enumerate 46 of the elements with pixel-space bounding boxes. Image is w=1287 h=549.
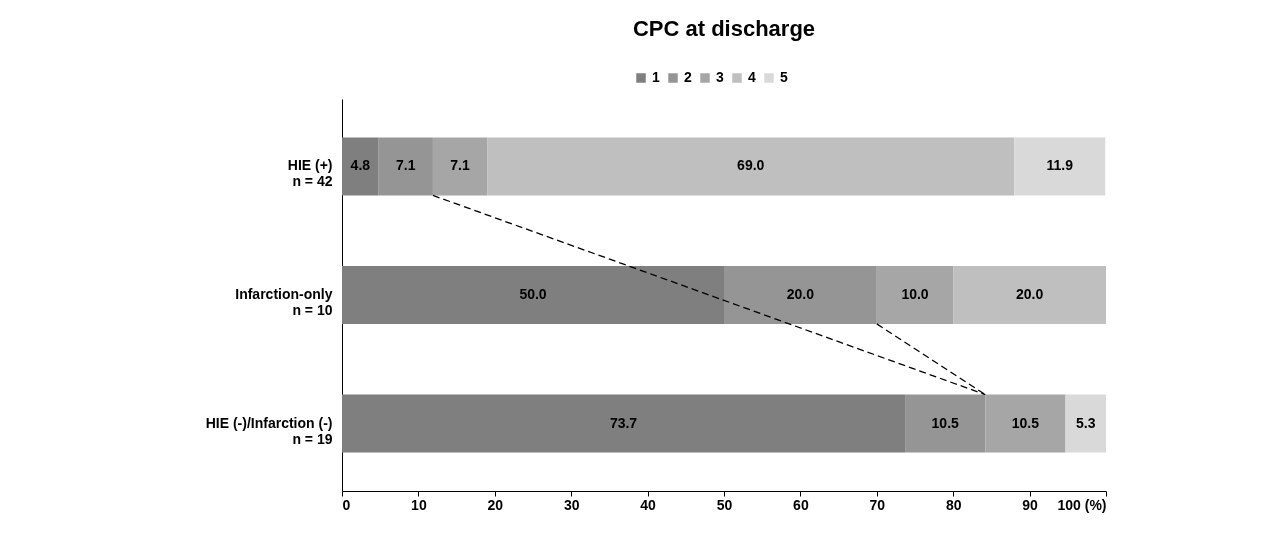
x-tick-label: 70 <box>869 496 886 513</box>
data-label: 10.0 <box>901 286 929 302</box>
bar <box>953 266 1106 324</box>
bar <box>378 137 433 196</box>
bar <box>432 137 488 196</box>
x-tick-label: 90 <box>1022 496 1039 513</box>
bar <box>985 394 1066 453</box>
bar <box>342 266 724 324</box>
x-tick-label: 40 <box>640 496 657 513</box>
x-tick-label: 60 <box>793 496 809 513</box>
data-label: 5.3 <box>1076 414 1096 431</box>
legend-label: 1 <box>652 69 660 85</box>
legend-label: 3 <box>716 69 724 85</box>
chart-title: CPC at discharge <box>632 16 816 41</box>
data-label: 10.5 <box>1011 414 1040 431</box>
x-tick-label: 80 <box>945 496 962 513</box>
data-label: 69.0 <box>737 157 765 174</box>
x-tick-label: 20 <box>487 496 504 513</box>
y-tick-label: HIE (-)/Infarction (-) n = 19 <box>205 414 333 447</box>
data-label: 10.5 <box>931 414 960 431</box>
y-tick-label: HIE (+) n = 42 <box>287 157 333 190</box>
x-tick-label: 30 <box>563 496 580 513</box>
data-label: 11.9 <box>1046 157 1074 174</box>
data-label: 7.1 <box>450 157 470 174</box>
x-tick-label: 50 <box>716 496 733 513</box>
x-tick-label: 100 (%) <box>1057 496 1107 513</box>
y-tick-label: Infarction-only n = 10 <box>235 286 333 318</box>
x-tick-label: 0 <box>342 496 351 513</box>
bar <box>1065 394 1106 453</box>
legend-label: 2 <box>684 69 692 85</box>
data-label: 73.7 <box>609 414 638 431</box>
data-label: 50.0 <box>519 286 547 302</box>
bar <box>1014 137 1106 196</box>
bar <box>724 266 877 324</box>
data-label: 20.0 <box>1015 286 1044 302</box>
legend-label: 5 <box>780 69 788 85</box>
bar <box>342 137 379 196</box>
data-label: 20.0 <box>786 286 815 302</box>
data-label: 4.8 <box>350 157 371 174</box>
bar <box>905 394 986 453</box>
bar <box>487 137 1015 196</box>
bar <box>342 394 906 453</box>
x-tick-label: 10 <box>411 496 427 513</box>
data-label: 7.1 <box>396 157 416 174</box>
bar <box>876 266 954 324</box>
legend-label: 4 <box>748 69 756 85</box>
